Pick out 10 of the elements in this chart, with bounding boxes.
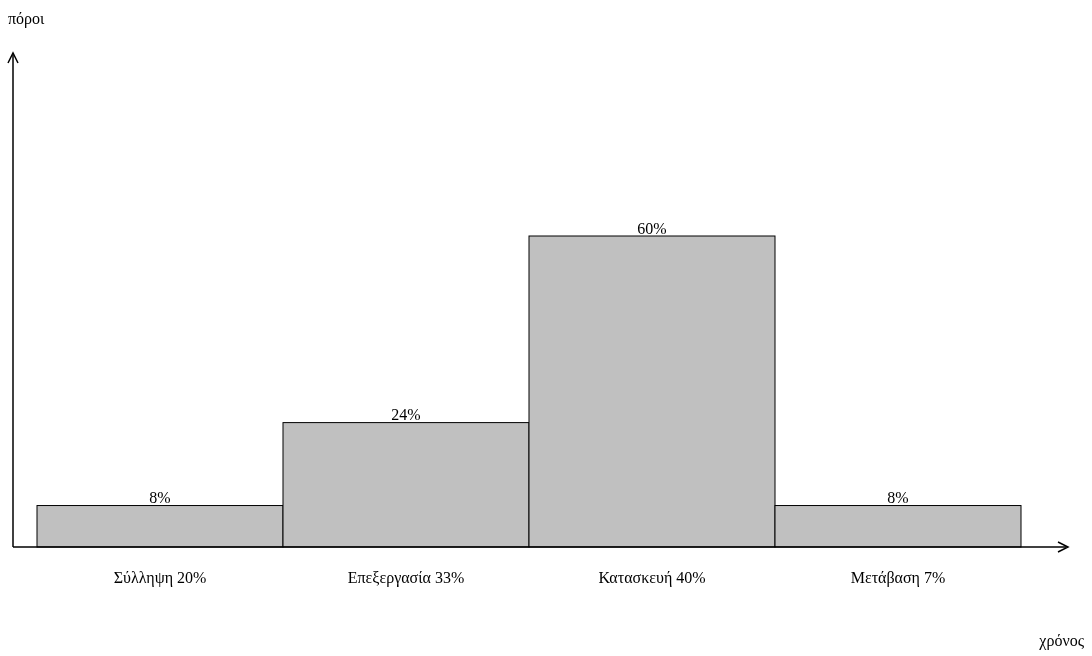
text: χρόνος <box>1038 632 1085 650</box>
data-label: 60% <box>637 219 667 237</box>
text: πόροι <box>8 10 46 28</box>
x-tick-label: Κατασκευή 40% <box>598 569 706 587</box>
x-tick-label: Επεξεργασία 33% <box>347 569 465 587</box>
x-tick-label: Μετάβαση 7% <box>850 569 946 587</box>
x-tick-label: Σύλληψη 20% <box>113 569 207 587</box>
data-label: 24% <box>391 406 421 424</box>
data-label: 8% <box>887 489 909 507</box>
data-label: 8% <box>149 489 171 507</box>
